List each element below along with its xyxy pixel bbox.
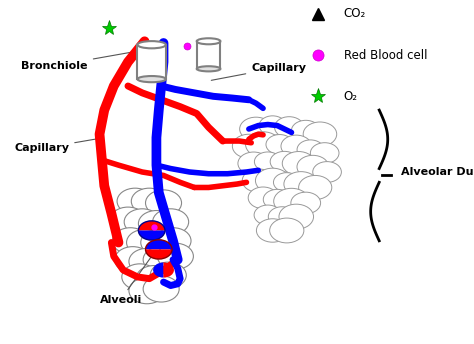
Circle shape bbox=[255, 168, 290, 193]
Circle shape bbox=[143, 247, 179, 273]
Circle shape bbox=[141, 229, 177, 256]
FancyBboxPatch shape bbox=[197, 41, 220, 69]
Circle shape bbox=[259, 116, 286, 135]
Text: Capillary: Capillary bbox=[14, 138, 101, 153]
Circle shape bbox=[281, 135, 311, 157]
Circle shape bbox=[129, 278, 165, 304]
Circle shape bbox=[270, 218, 304, 243]
Circle shape bbox=[153, 209, 189, 235]
Circle shape bbox=[283, 152, 315, 175]
Circle shape bbox=[122, 264, 158, 290]
Circle shape bbox=[150, 262, 186, 288]
Circle shape bbox=[112, 228, 148, 254]
Circle shape bbox=[266, 135, 293, 154]
Text: Red Blood cell: Red Blood cell bbox=[344, 49, 427, 62]
Circle shape bbox=[297, 140, 324, 159]
Text: Alveoli: Alveoli bbox=[100, 255, 153, 305]
Circle shape bbox=[155, 228, 191, 254]
Circle shape bbox=[242, 169, 274, 192]
Circle shape bbox=[254, 205, 282, 225]
Circle shape bbox=[110, 207, 146, 233]
Circle shape bbox=[297, 155, 328, 178]
Circle shape bbox=[143, 276, 179, 302]
Text: O₂: O₂ bbox=[344, 90, 358, 103]
Circle shape bbox=[146, 190, 182, 216]
Circle shape bbox=[238, 152, 269, 175]
Circle shape bbox=[138, 211, 174, 237]
Ellipse shape bbox=[137, 41, 166, 49]
Circle shape bbox=[240, 117, 272, 141]
Text: Capillary: Capillary bbox=[211, 63, 306, 80]
Circle shape bbox=[255, 152, 281, 171]
Circle shape bbox=[117, 188, 153, 214]
Ellipse shape bbox=[197, 66, 220, 72]
Circle shape bbox=[248, 187, 278, 208]
Circle shape bbox=[273, 173, 300, 192]
Circle shape bbox=[131, 188, 167, 214]
Circle shape bbox=[115, 247, 151, 273]
Circle shape bbox=[232, 134, 265, 158]
Circle shape bbox=[273, 188, 310, 214]
Circle shape bbox=[263, 189, 292, 210]
Wedge shape bbox=[164, 262, 174, 278]
Circle shape bbox=[303, 122, 337, 146]
Circle shape bbox=[284, 172, 318, 196]
Circle shape bbox=[256, 219, 289, 242]
Text: Bronchiole: Bronchiole bbox=[21, 50, 142, 71]
Circle shape bbox=[124, 209, 160, 235]
Circle shape bbox=[157, 243, 193, 269]
Ellipse shape bbox=[197, 38, 220, 44]
Wedge shape bbox=[146, 249, 172, 259]
Wedge shape bbox=[153, 262, 164, 278]
Circle shape bbox=[292, 120, 320, 141]
Wedge shape bbox=[138, 230, 165, 240]
Circle shape bbox=[268, 207, 296, 227]
Circle shape bbox=[129, 248, 165, 275]
Circle shape bbox=[270, 151, 299, 172]
Circle shape bbox=[291, 192, 320, 214]
Circle shape bbox=[313, 162, 341, 182]
Circle shape bbox=[310, 143, 339, 163]
Circle shape bbox=[274, 117, 304, 138]
Text: CO₂: CO₂ bbox=[344, 7, 366, 20]
FancyBboxPatch shape bbox=[137, 45, 166, 79]
Wedge shape bbox=[138, 221, 165, 230]
Circle shape bbox=[127, 229, 163, 256]
Circle shape bbox=[279, 204, 313, 229]
Circle shape bbox=[246, 132, 281, 157]
Circle shape bbox=[299, 175, 332, 200]
Wedge shape bbox=[146, 240, 172, 249]
Text: Alveolar Duct: Alveolar Duct bbox=[401, 167, 474, 177]
Ellipse shape bbox=[137, 76, 166, 82]
Circle shape bbox=[136, 266, 172, 292]
